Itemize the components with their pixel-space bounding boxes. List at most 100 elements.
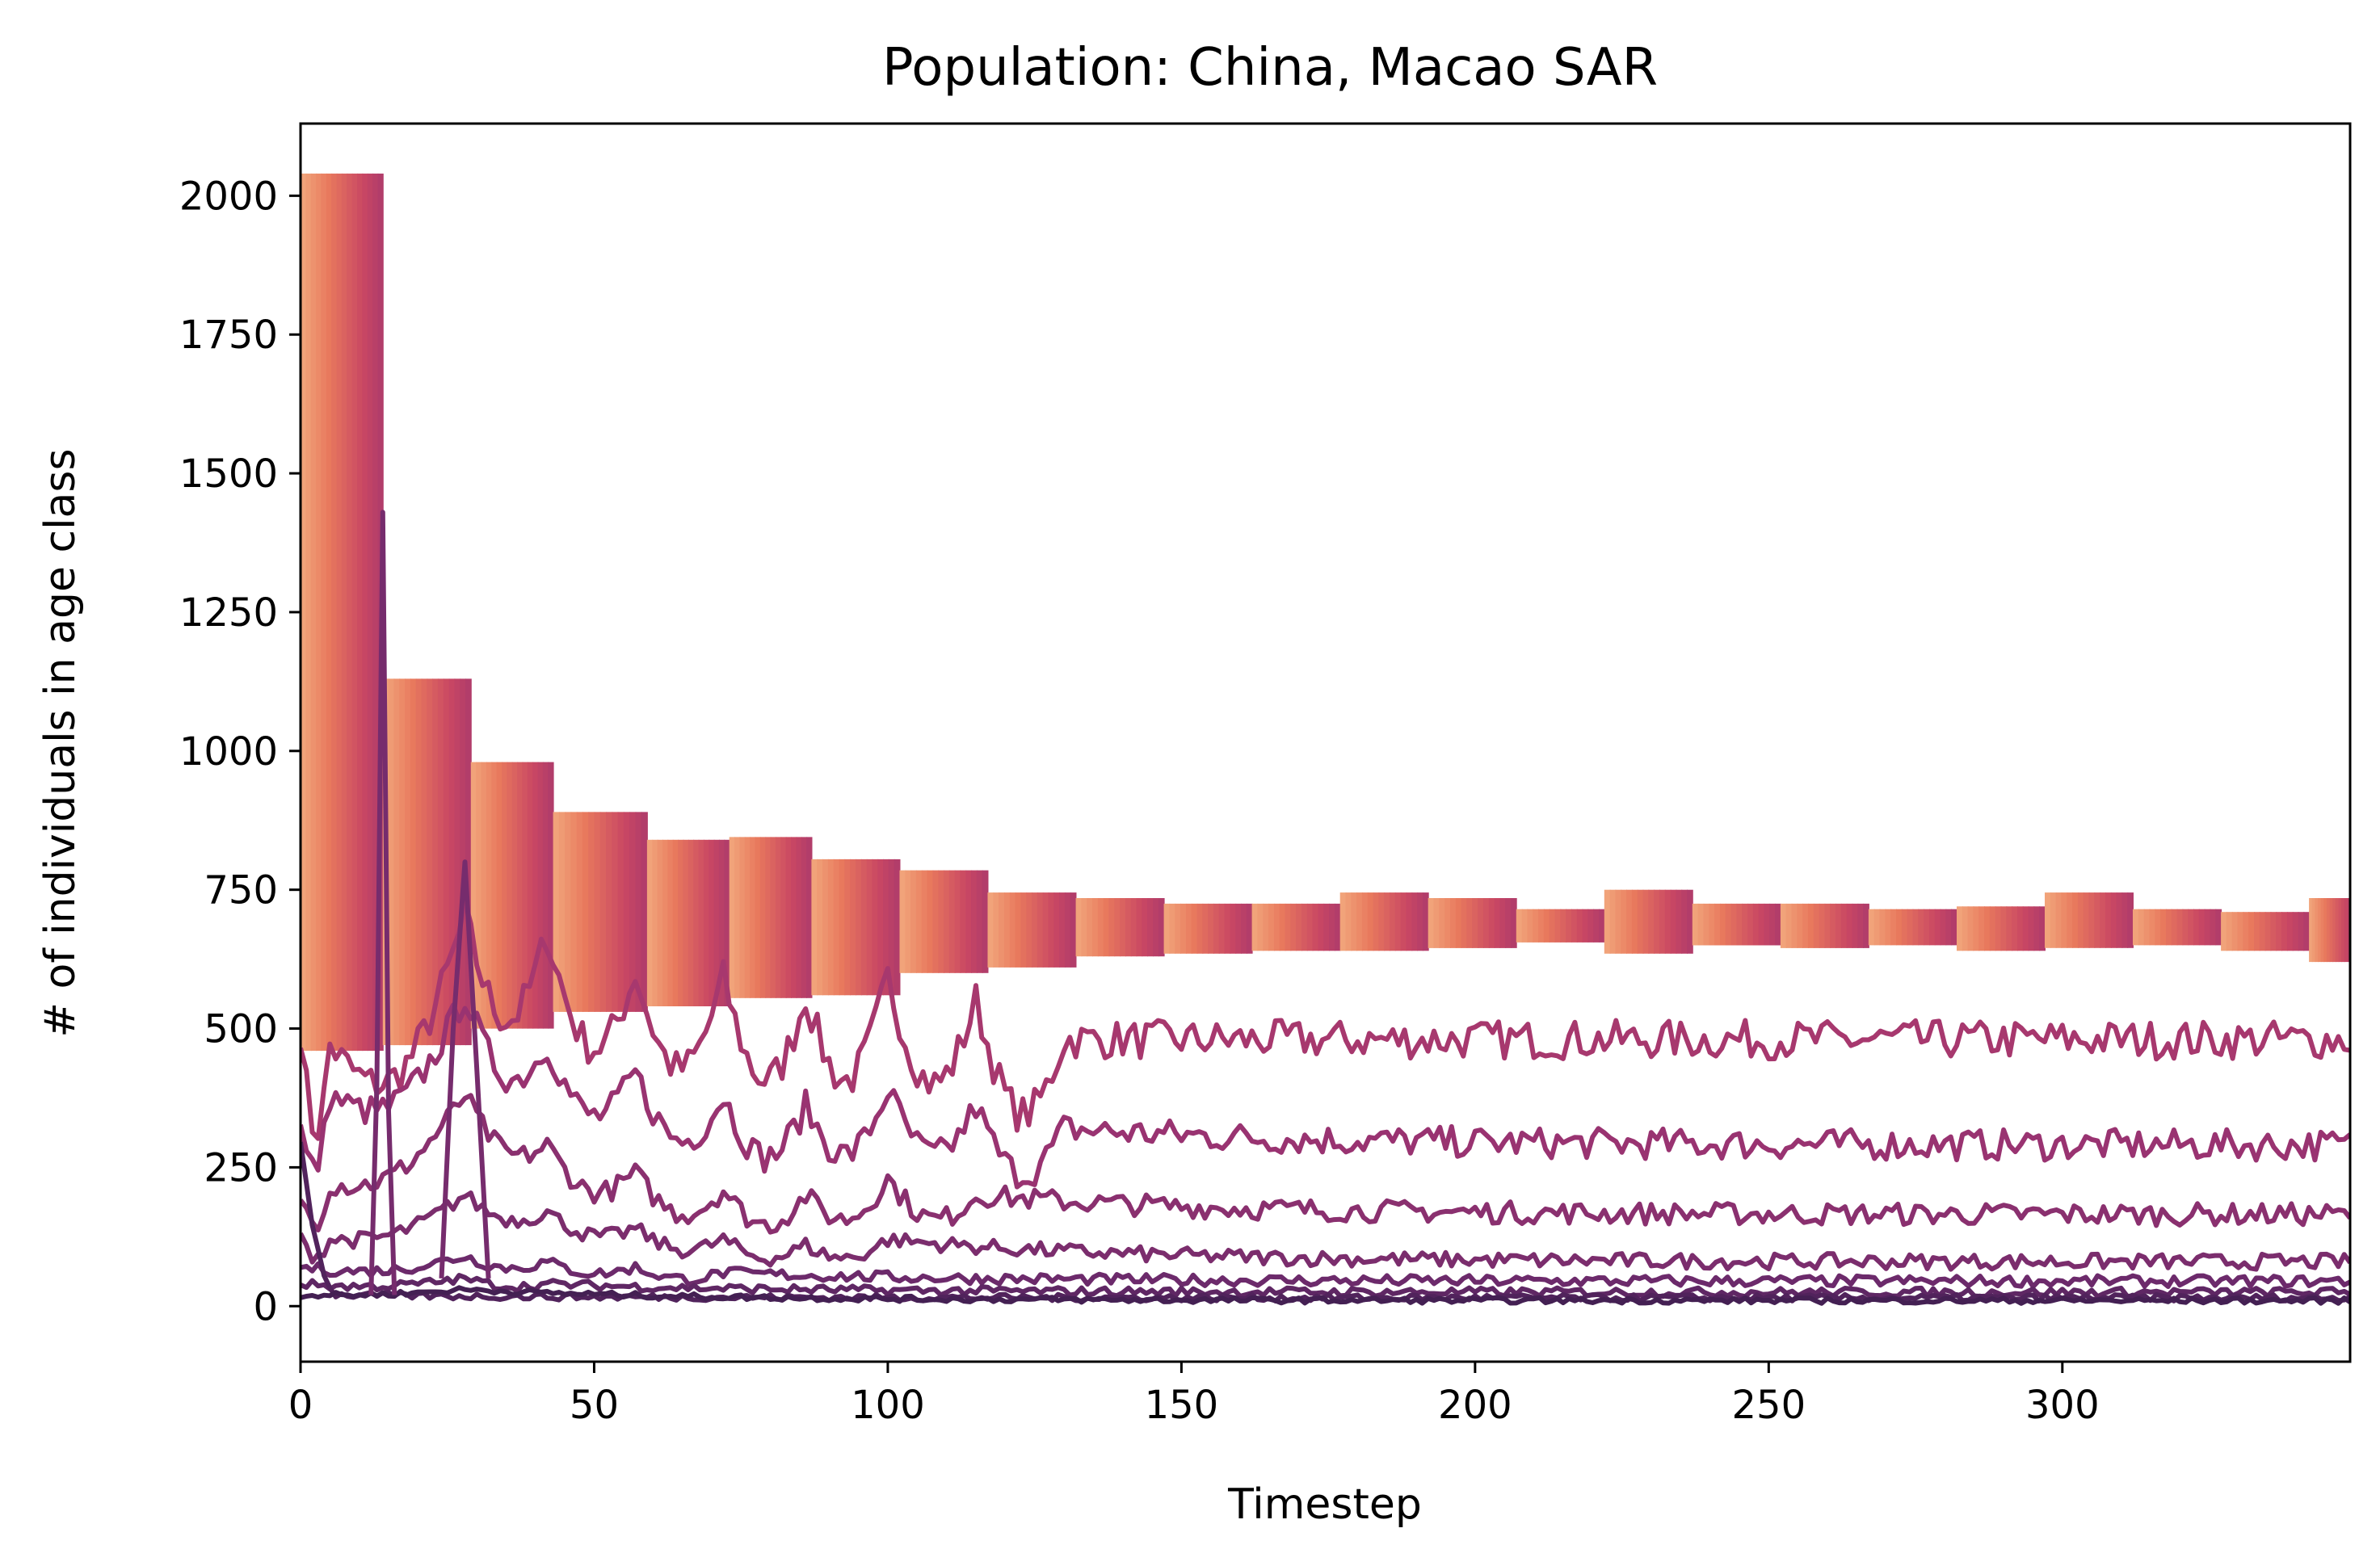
age-class-band-strip (657, 839, 663, 1006)
age-class-band-strip (2055, 892, 2063, 948)
age-class-band-strip (888, 859, 895, 996)
age-class-band-strip (1703, 903, 1710, 946)
age-class-band-strip (1659, 889, 1666, 954)
age-class-band-strip (1142, 898, 1149, 957)
y-tick-label: 0 (253, 1284, 278, 1329)
age-class-band-strip (856, 859, 862, 996)
age-class-band-strip (522, 762, 528, 1029)
age-class-band-strip (755, 837, 761, 998)
age-class-band-strip (2100, 892, 2106, 948)
age-class-band-strip (2028, 906, 2035, 951)
age-class-band-strip (1807, 903, 1814, 948)
age-class-band-strip (2344, 898, 2348, 963)
age-class-band-strip (1587, 909, 1595, 943)
age-class-band-strip (2121, 892, 2129, 948)
age-class-band-strip (1285, 903, 1292, 951)
age-class-band-strip (1687, 889, 1693, 954)
age-class-band-strip (2210, 909, 2217, 946)
age-class-band-strip (1670, 889, 1677, 954)
age-class-band-strip (2303, 912, 2311, 951)
age-class-band-strip (310, 173, 317, 1052)
age-class-band-strip (437, 678, 444, 1046)
age-class-band-strip (2116, 892, 2123, 948)
age-class-band-strip (2292, 912, 2299, 951)
age-class-band-strip (1213, 903, 1220, 954)
age-class-band-strip (2016, 906, 2024, 951)
age-class-line (301, 1002, 2350, 1190)
age-class-band-strip (1852, 903, 1859, 948)
age-class-band-strip (1004, 892, 1011, 968)
age-class-band-strip (502, 762, 508, 1029)
age-class-band-strip (1995, 906, 2002, 951)
age-class-band-strip (2149, 909, 2156, 946)
age-class-line-layer (301, 510, 2350, 1306)
age-class-band-strip (1615, 889, 1622, 954)
age-class-band-strip (2193, 909, 2200, 946)
age-class-band-strip (2298, 912, 2305, 951)
age-class-band-strip (850, 859, 856, 996)
age-class-band-strip (1742, 903, 1748, 946)
age-class-band-strip (1885, 909, 1892, 946)
age-class-band-strip (301, 173, 307, 1052)
age-class-band-strip (1235, 903, 1242, 954)
age-class-band-strip (2155, 909, 2162, 946)
age-class-band-strip (470, 762, 477, 1029)
y-tick-label: 2000 (179, 174, 278, 219)
age-class-band-strip (2045, 892, 2051, 948)
age-class-band-strip (693, 839, 700, 1006)
age-class-band-strip (1830, 903, 1836, 948)
age-class-band-strip (2276, 912, 2282, 951)
age-class-band-strip (1411, 892, 1419, 951)
age-class-band-strip (2198, 909, 2205, 946)
age-class-band-strip (1026, 892, 1032, 968)
age-class-band-strip (476, 762, 482, 1029)
age-class-band-strip (2188, 909, 2194, 946)
age-class-band-strip (2326, 898, 2331, 963)
age-class-band-strip (527, 762, 534, 1029)
age-class-band-strip (2165, 909, 2172, 946)
age-class-band-strip (1191, 903, 1198, 954)
y-axis-label: # of individuals in age class (36, 448, 85, 1037)
age-class-band-strip (1533, 909, 1539, 943)
age-class-band-strip (1824, 903, 1831, 948)
age-class-band-strip (905, 870, 912, 973)
age-class-band-strip (1962, 906, 1969, 951)
age-class-band-strip (2248, 912, 2255, 951)
age-class-band-strip (542, 762, 549, 1029)
age-class-band-strip (1549, 909, 1556, 943)
age-class-band-strip (1813, 903, 1820, 948)
age-class-band-strip (744, 837, 751, 998)
age-class-band-strip (1593, 909, 1600, 943)
age-class-band-strip (1318, 903, 1325, 951)
age-class-band-strip (1873, 909, 1881, 946)
age-class-band-strip (1719, 903, 1726, 946)
age-class-band-strip (839, 859, 846, 996)
age-class-band-strip (1218, 903, 1226, 954)
age-class-band-strip (2072, 892, 2079, 948)
age-class-band-strip (1725, 903, 1732, 946)
age-class-band-strip (2335, 898, 2340, 963)
age-class-band-strip (1924, 909, 1930, 946)
age-class-band-strip (2264, 912, 2272, 951)
age-class-band-strip (1510, 898, 1517, 948)
age-class-band-strip (1918, 909, 1924, 946)
age-class-band-strip (576, 812, 583, 1012)
age-class-band-strip (1323, 903, 1330, 951)
age-class-band-strip (2077, 892, 2084, 948)
age-class-band-strip (1378, 892, 1386, 951)
age-class-band-strip (796, 837, 802, 998)
age-class-band-strip (2329, 898, 2334, 963)
age-class-band-strip (2286, 912, 2294, 951)
age-class-band-strip (2061, 892, 2068, 948)
age-class-band-strip (362, 173, 368, 1052)
age-class-band-strip (1621, 889, 1627, 954)
age-class-band-strip (1296, 903, 1302, 951)
age-class-line (301, 1285, 2350, 1306)
age-class-band-strip (465, 678, 472, 1046)
age-class-band-strip (326, 173, 333, 1052)
age-class-band-strip (982, 870, 989, 973)
age-class-band-strip (1136, 898, 1143, 957)
age-class-band-strip (2341, 898, 2345, 963)
age-class-band-strip (2323, 898, 2327, 963)
age-class-band-strip (1846, 903, 1853, 948)
